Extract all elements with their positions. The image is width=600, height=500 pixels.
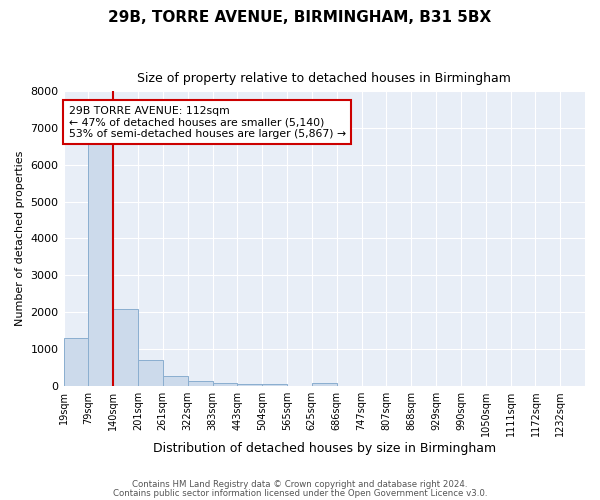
Bar xyxy=(113,310,138,386)
Text: 29B, TORRE AVENUE, BIRMINGHAM, B31 5BX: 29B, TORRE AVENUE, BIRMINGHAM, B31 5BX xyxy=(109,10,491,25)
Bar xyxy=(262,384,287,386)
Bar xyxy=(138,360,163,386)
Bar xyxy=(163,376,188,386)
Bar xyxy=(88,144,113,386)
Bar xyxy=(64,338,89,386)
Text: Contains public sector information licensed under the Open Government Licence v3: Contains public sector information licen… xyxy=(113,488,487,498)
Text: 29B TORRE AVENUE: 112sqm
← 47% of detached houses are smaller (5,140)
53% of sem: 29B TORRE AVENUE: 112sqm ← 47% of detach… xyxy=(68,106,346,139)
Bar xyxy=(237,384,262,386)
X-axis label: Distribution of detached houses by size in Birmingham: Distribution of detached houses by size … xyxy=(153,442,496,455)
Y-axis label: Number of detached properties: Number of detached properties xyxy=(15,151,25,326)
Bar xyxy=(212,383,238,386)
Title: Size of property relative to detached houses in Birmingham: Size of property relative to detached ho… xyxy=(137,72,511,86)
Bar xyxy=(188,381,212,386)
Text: Contains HM Land Registry data © Crown copyright and database right 2024.: Contains HM Land Registry data © Crown c… xyxy=(132,480,468,489)
Bar xyxy=(311,384,337,386)
